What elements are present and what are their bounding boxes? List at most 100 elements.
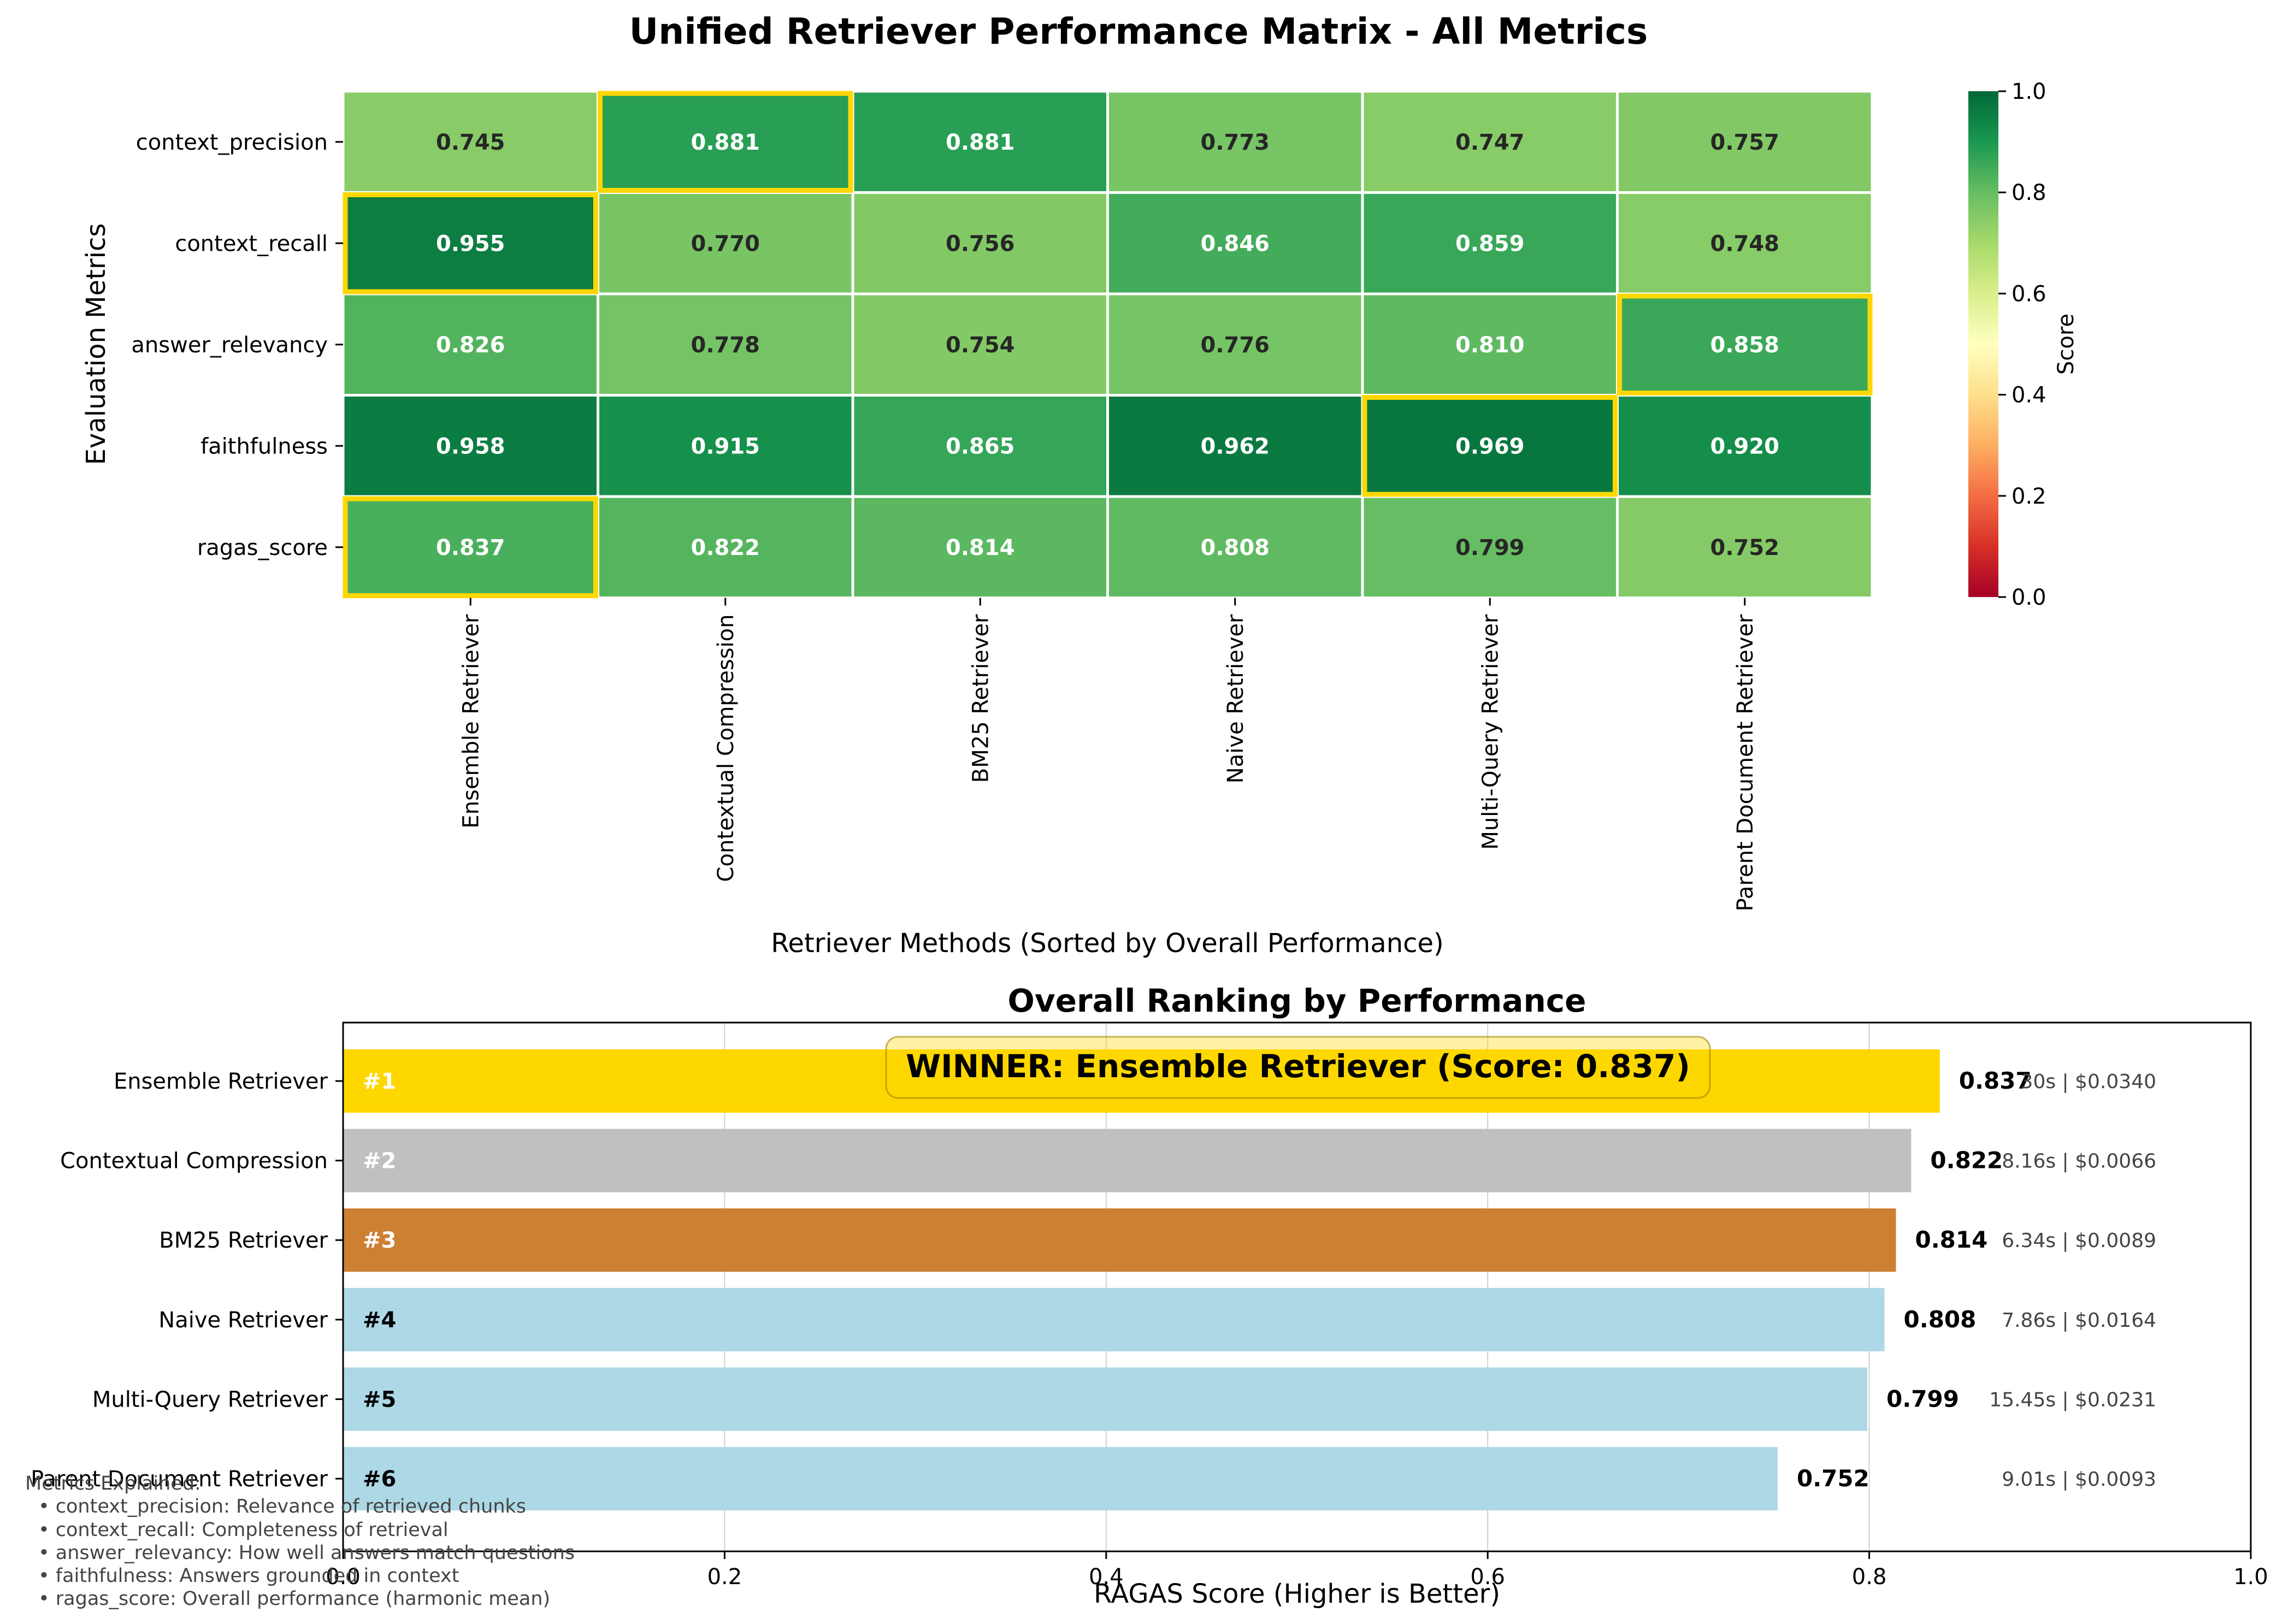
heatmap-cell-value: 0.747 [1455, 130, 1525, 155]
metrics-note-line: • faithfulness: Answers grounded in cont… [38, 1565, 459, 1587]
ranking-bar-meta: 9.01s | $0.0093 [2002, 1468, 2156, 1491]
colorbar-tick-label: 0.4 [2011, 383, 2046, 408]
colorbar-tick-label: 0.6 [2011, 281, 2046, 306]
heatmap-cell-value: 0.799 [1455, 535, 1525, 560]
ranking-bar-value: 0.837 [1959, 1067, 2032, 1094]
colorbar [1968, 91, 1998, 597]
ranking-bar-meta: 15.45s | $0.0231 [1989, 1389, 2156, 1411]
heatmap-cell-value: 0.969 [1455, 434, 1525, 459]
heatmap-cell-value: 0.865 [946, 434, 1015, 459]
heatmap-cell [851, 394, 1109, 498]
heatmap-row-label: faithfulness [200, 434, 328, 459]
ranking-bar-value: 0.814 [1915, 1226, 1987, 1253]
ranking-bar-meta: 30s | $0.0340 [2021, 1071, 2156, 1093]
heatmap-cell-value: 0.810 [1455, 333, 1525, 358]
heatmap-column-label: Ensemble Retriever [458, 614, 483, 829]
ranking-bar [343, 1288, 1885, 1351]
ranking-x-tick-label: 0.0 [326, 1564, 361, 1590]
heatmap-cell-value: 0.778 [691, 333, 760, 358]
heatmap-cell [851, 90, 1109, 194]
heatmap-cell [341, 90, 599, 194]
heatmap-cell [1616, 90, 1874, 194]
heatmap-column-label: BM25 Retriever [968, 614, 993, 783]
heatmap-cell [341, 495, 599, 599]
heatmap-cell-value: 0.773 [1200, 130, 1270, 155]
heatmap-cell [1361, 292, 1619, 397]
heatmap-cell-value: 0.859 [1455, 231, 1525, 256]
heatmap-cell-value: 0.920 [1710, 434, 1779, 459]
heatmap-cell-value: 0.748 [1710, 231, 1779, 256]
best-cell-highlight [1362, 395, 1618, 497]
ranking-rank-label: #5 [363, 1387, 396, 1412]
ranking-x-axis-title: RAGAS Score (Higher is Better) [1094, 1579, 1500, 1609]
ranking-category-label: Naive Retriever [158, 1308, 328, 1333]
heatmap-y-axis-title: Evaluation Metrics [81, 223, 111, 465]
heatmap-cell-value: 0.826 [436, 333, 505, 358]
ranking-bar [343, 1208, 1896, 1272]
heatmap-row-label: context_precision [136, 130, 328, 155]
ranking-x-tick-label: 0.6 [1470, 1564, 1505, 1590]
ranking-x-ticks: 0.0 0.2 0.4 0.6 0.8 1.0 [326, 1551, 2268, 1590]
colorbar-ticks: 0.0 0.2 0.4 0.6 0.8 1.0 [1998, 79, 2046, 610]
ranking-rank-label: #1 [363, 1069, 396, 1094]
heatmap-cell-value: 0.752 [1710, 535, 1779, 560]
heatmap-cell-value: 0.822 [691, 535, 760, 560]
best-cell-highlight [343, 496, 598, 598]
heatmap-cell [1616, 191, 1874, 296]
heatmap-cell [1361, 495, 1619, 599]
heatmap-cell-value: 0.770 [691, 231, 760, 256]
heatmap-cell-value: 0.846 [1200, 231, 1270, 256]
best-cell-highlight [598, 91, 853, 193]
heatmap-cell-value: 0.858 [1710, 333, 1779, 358]
heatmap-cell-value: 0.915 [691, 434, 760, 459]
ranking-x-tick-label: 1.0 [2233, 1564, 2268, 1590]
ranking-bar [343, 1367, 1868, 1431]
ranking-bar-value: 0.822 [1930, 1147, 2003, 1174]
heatmap-cell-value: 0.881 [946, 130, 1015, 155]
heatmap-x-axis-title: Retriever Methods (Sorted by Overall Per… [771, 928, 1444, 959]
colorbar-tick-label: 0.2 [2011, 484, 2046, 509]
colorbar-tick-label: 0.0 [2011, 585, 2046, 610]
ranking-category-label: Parent Document Retriever [31, 1467, 328, 1492]
heatmap-cell-value: 0.881 [691, 130, 760, 155]
heatmap-cell [1106, 292, 1364, 397]
best-cell-highlight [343, 192, 598, 294]
ranking-rank-label: #3 [363, 1228, 396, 1253]
ranking-bar-value: 0.799 [1886, 1385, 1959, 1412]
metrics-note-heading: Metrics Explained: [25, 1473, 201, 1495]
ranking-x-tick-label: 0.4 [1089, 1564, 1124, 1590]
winner-banner: WINNER: Ensemble Retriever (Score: 0.837… [906, 1048, 1690, 1085]
ranking-x-tick-label: 0.2 [707, 1564, 742, 1590]
heatmap-cell-value: 0.757 [1710, 130, 1779, 155]
heatmap-cell-value: 0.955 [436, 231, 505, 256]
ranking-axes-frame [342, 1021, 2252, 1552]
colorbar-tick-label: 0.8 [2011, 180, 2046, 205]
ranking-rank-label: #6 [363, 1467, 396, 1492]
ranking-bar-meta: 7.86s | $0.0164 [2002, 1309, 2156, 1332]
heatmap-cell-value: 0.745 [436, 130, 505, 155]
heatmap-cell-value: 0.754 [946, 333, 1015, 358]
heatmap-cell-value: 0.808 [1200, 535, 1270, 560]
heatmap-cell [1106, 394, 1364, 498]
heatmap-row-labels: context_precision context_recall answer_re… [131, 130, 343, 560]
ranking-category-label: Contextual Compression [60, 1149, 328, 1174]
ranking-bar [343, 1049, 1940, 1113]
heatmap-cell-value: 0.814 [946, 535, 1015, 560]
ranking-bar [343, 1129, 1912, 1192]
heatmap-cell [1106, 495, 1364, 599]
heatmap-cell [341, 394, 599, 498]
heatmap-cell [851, 495, 1109, 599]
heatmap-cell [1616, 495, 1874, 599]
ranking-bar-value: 0.808 [1904, 1306, 1977, 1333]
metrics-note-line: • context_recall: Completeness of retrie… [38, 1519, 449, 1541]
heatmap-cell-value: 0.776 [1200, 333, 1270, 358]
metrics-note-line: • context_precision: Relevance of retrie… [38, 1496, 526, 1517]
heatmap-cell-value: 0.958 [436, 434, 505, 459]
ranking-category-label: BM25 Retriever [159, 1228, 328, 1253]
ranking-bar-value: 0.752 [1797, 1465, 1869, 1492]
ranking-bar [343, 1447, 1778, 1510]
heatmap-cell-value: 0.756 [946, 231, 1015, 256]
heatmap-column-labels: Ensemble Retriever Contextual Compression… [458, 598, 1758, 911]
